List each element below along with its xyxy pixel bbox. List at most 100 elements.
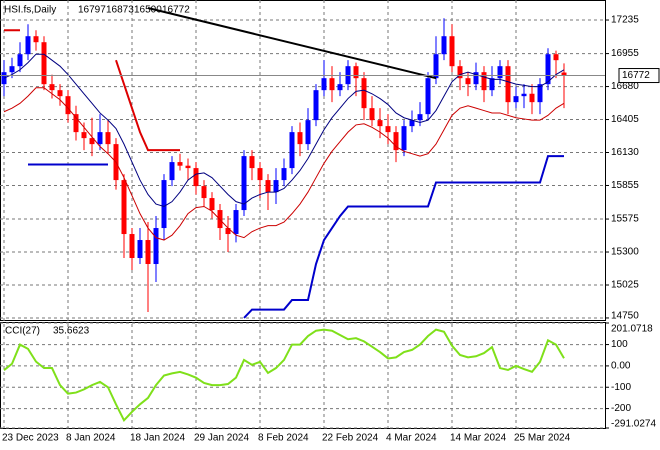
close-label: 16772 (162, 5, 190, 16)
candle-body (449, 36, 455, 67)
high-label: 16873 (106, 5, 134, 16)
cci-title: CCI(27) (5, 326, 40, 337)
y-tick-label: 15300 (611, 247, 639, 258)
candle-body (169, 162, 175, 181)
y-tick-label: -291.0274 (611, 419, 656, 430)
candle-body (97, 132, 103, 145)
cci-value: 35.6623 (53, 326, 90, 337)
open-label: 16797 (78, 5, 106, 16)
candle-body (321, 78, 327, 91)
candle-body (457, 66, 463, 79)
candle-body (81, 132, 87, 139)
candle-body (497, 66, 503, 79)
candle-body (201, 186, 207, 199)
candle-body (153, 228, 159, 265)
y-tick-label: -100 (611, 382, 631, 393)
candle-body (329, 78, 335, 91)
candle-body (177, 162, 183, 166)
candle-body (465, 78, 471, 85)
candle-body (361, 78, 367, 109)
candle-body (409, 120, 415, 127)
candle-body (385, 126, 391, 133)
header: HSI.fs,Daily 16797 16873 16500 16772 CCI… (4, 5, 190, 337)
x-tick-label: 23 Dec 2023 (2, 433, 59, 444)
candle-body (289, 132, 295, 169)
candle-body (209, 198, 215, 211)
candle-body (17, 54, 23, 67)
candle-body (49, 84, 55, 91)
candle-body (417, 114, 423, 121)
candle-body (273, 180, 279, 193)
candle-body (65, 96, 71, 115)
candle-body (353, 66, 359, 79)
x-tick-label: 22 Feb 2024 (322, 433, 379, 444)
y-tick-label: 16680 (611, 81, 639, 92)
candle-body (537, 84, 543, 103)
candle-body (505, 66, 511, 103)
price-tag-label: 16772 (622, 70, 650, 81)
candle-body (401, 126, 407, 151)
candle-body (121, 180, 127, 235)
indicator-line (3, 87, 565, 241)
y-tick-label: 16405 (611, 114, 639, 125)
x-tick-label: 8 Feb 2024 (258, 433, 309, 444)
candle-body (425, 78, 431, 115)
candle-body (561, 72, 567, 76)
candle-body (377, 120, 383, 127)
candle-body (265, 180, 271, 193)
y-tick-label: 17235 (611, 15, 639, 26)
candle-body (313, 90, 319, 121)
candle-body (281, 168, 287, 181)
candle-body (33, 36, 39, 43)
candle-body (41, 42, 47, 85)
candle-body (161, 180, 167, 229)
candle-body (337, 84, 343, 91)
candle-body (185, 165, 191, 169)
indicator-line (4, 29, 180, 152)
y-tick-label: -200 (611, 403, 631, 414)
candle-body (129, 234, 135, 259)
x-tick-label: 8 Jan 2024 (66, 433, 116, 444)
y-tick-label: 16130 (611, 147, 639, 158)
candle-body (489, 78, 495, 91)
candle-body (433, 54, 439, 79)
candle-body (193, 168, 199, 187)
candle-body (441, 36, 447, 55)
candle-body (529, 93, 535, 103)
candle-body (57, 90, 63, 97)
y-tick-label: 16955 (611, 48, 639, 59)
y-tick-label: 0.00 (611, 361, 631, 372)
candle-body (369, 108, 375, 121)
candle-body (25, 36, 31, 55)
x-tick-label: 29 Jan 2024 (194, 433, 249, 444)
indicator-line (3, 53, 565, 208)
candle-body (145, 240, 151, 265)
y-tick-label: 100 (611, 339, 628, 350)
candle-body (513, 96, 519, 103)
candle-body (521, 93, 527, 97)
candle-body (481, 72, 487, 91)
candle-body (241, 156, 247, 211)
candle-body (473, 72, 479, 85)
candle-body (233, 210, 239, 235)
y-tick-label: 15025 (611, 280, 639, 291)
y-tick-label: 14750 (611, 311, 639, 322)
x-tick-label: 4 Mar 2024 (386, 433, 437, 444)
indicator-line (28, 155, 564, 319)
price-tag (618, 68, 660, 84)
y-tick-label: 15855 (611, 180, 639, 191)
y-tick-label: 15575 (611, 214, 639, 225)
trendline (147, 7, 437, 80)
x-tick-label: 14 Mar 2024 (450, 433, 507, 444)
candle-body (225, 228, 231, 235)
candle-body (137, 240, 143, 259)
cci-line (3, 328, 565, 423)
low-label: 16500 (134, 5, 162, 16)
candle-body (249, 156, 255, 169)
candle-body (305, 120, 311, 145)
x-tick-label: 25 Mar 2024 (514, 433, 571, 444)
y-tick-label: 201.0718 (611, 324, 653, 335)
price-panel (0, 0, 606, 321)
